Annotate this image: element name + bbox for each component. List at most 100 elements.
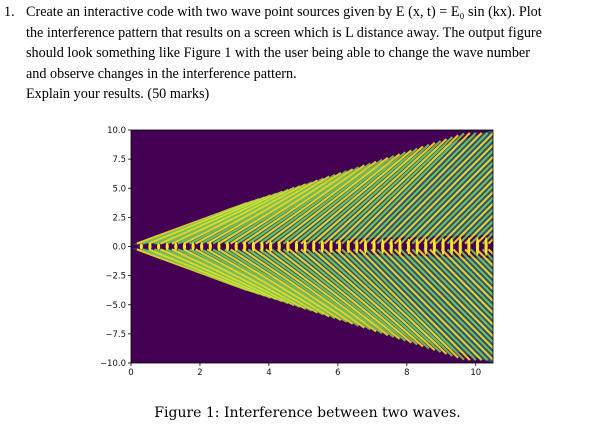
interference-chart: 0 2 4 6 8 10 10.0 7.5 5.0 2.5 0.0 −2.5 −5.0 −7.5 −10.0 (100, 126, 494, 378)
question-number: 1. (4, 4, 15, 20)
y-tick-label: −5.0 (105, 301, 126, 311)
fringe-stripe-31 (224, 173, 336, 245)
center-spot (329, 240, 333, 253)
fringe-stripe-25 (206, 179, 319, 245)
fringe-stripe-81 (370, 132, 483, 245)
fringe-stripe-55 (294, 151, 407, 245)
fringe-stripe-109 (452, 202, 493, 245)
center-spot (200, 242, 204, 251)
fringe-stripe-38 (241, 248, 354, 325)
fringe-stripe-74 (347, 248, 459, 359)
y-tick-label: −7.5 (105, 330, 126, 340)
fringe-stripe-67 (329, 140, 442, 245)
question-line-1: Create an interactive code with two wave… (26, 4, 542, 20)
fringe-stripe-14 (171, 248, 283, 303)
fringe-stripe-103 (435, 184, 493, 245)
fringe-stripe-53 (288, 153, 401, 245)
center-spot (372, 239, 376, 254)
fringe-stripe-95 (411, 161, 493, 245)
fringe-stripe-18 (183, 248, 295, 307)
fringe-stripe-92 (399, 248, 493, 344)
center-spot (320, 240, 324, 253)
fringe-stripe-50 (276, 248, 389, 337)
x-tick-label: 0 (128, 368, 133, 378)
fringe-stripe-58 (300, 248, 413, 344)
center-spot (139, 243, 143, 250)
fringe-stripe-104 (435, 248, 493, 309)
fringe-stripe-73 (347, 134, 459, 245)
center-spot (156, 243, 161, 250)
center-spot (303, 240, 307, 253)
fringe-stripe-48 (271, 248, 383, 335)
fringe-stripe-115 (470, 219, 493, 245)
fringe-stripe-100 (423, 248, 493, 321)
fringe-stripe-65 (323, 141, 436, 245)
fringe-stripe-90 (393, 248, 493, 350)
fringe-stripe-41 (253, 164, 366, 245)
y-tick-label: 10.0 (107, 126, 126, 136)
center-spot (381, 239, 385, 254)
question-explain: Explain your results. (50 marks) (26, 86, 210, 103)
center-spot (415, 238, 419, 255)
fringe-stripe-99 (423, 172, 493, 245)
center-spot (450, 237, 454, 256)
fringe-stripe-78 (358, 248, 471, 361)
fringe-stripe-39 (247, 166, 360, 245)
fringe-stripe-28 (212, 248, 324, 316)
axes: 0 2 4 6 8 10 10.0 7.5 5.0 2.5 0.0 −2.5 −5.0 −7.5 −10.0 (100, 126, 481, 378)
fringe-stripe-66 (323, 248, 436, 352)
fringe-stripe-47 (271, 158, 383, 245)
fringe-stripe-33 (230, 171, 342, 245)
center-spot (475, 237, 480, 256)
fringe-stripe-110 (452, 248, 493, 291)
fringe-stripe-80 (364, 248, 477, 361)
center-spot (225, 241, 230, 252)
center-spot (217, 242, 221, 251)
fringe-stripe-52 (282, 248, 395, 338)
fringe-stripe-32 (224, 248, 336, 320)
fringe-stripe-63 (317, 143, 430, 245)
center-spot (165, 242, 169, 251)
fringe-stripe-102 (429, 248, 493, 315)
fringe-stripe-69 (335, 138, 448, 245)
center-spot (234, 241, 238, 252)
fringe-stripe-45 (265, 160, 377, 245)
fringe-stripe-79 (364, 132, 477, 245)
x-tick-label: 8 (404, 368, 409, 378)
fringe-stripe-88 (388, 248, 493, 356)
fringe-stripe-111 (458, 208, 493, 245)
fringe-stripe-44 (259, 248, 371, 331)
fringe-stripe-11 (165, 192, 277, 245)
fringe-stripe-27 (212, 177, 324, 245)
fringe-stripe-113 (464, 214, 493, 245)
fringe-stripe-24 (200, 248, 313, 312)
center-spot (441, 238, 445, 255)
fringe-stripe-35 (235, 170, 348, 245)
fringe-stripe-86 (382, 248, 493, 361)
fringe-stripe-16 (177, 248, 289, 305)
center-spot (346, 239, 350, 254)
fringe-stripe-43 (259, 162, 371, 245)
center-spot (389, 239, 393, 254)
fringe-stripe-17 (183, 186, 295, 245)
fringe-stripe-21 (194, 183, 307, 245)
fringe-stripe-107 (446, 196, 493, 245)
center-spot (432, 238, 436, 255)
fringe-stripe-116 (470, 248, 493, 274)
fringe-stripe-60 (306, 248, 418, 346)
fringe-stripe-30 (218, 248, 330, 318)
center-spot (406, 238, 411, 255)
x-tick-label: 10 (470, 368, 481, 378)
fringe-stripe-62 (311, 248, 424, 348)
fringe-stripe-59 (306, 147, 418, 245)
center-spot (191, 242, 195, 251)
fringe-stripe-82 (370, 248, 483, 361)
figure-caption: Figure 1: Interference between two waves… (154, 405, 461, 421)
interference-plot: 0 2 4 6 8 10 10.0 7.5 5.0 2.5 0.0 −2.5 −5.0 −7.5 −10.0 (96, 120, 506, 390)
y-tick-label: 7.5 (112, 155, 126, 165)
fringe-stripe-56 (294, 248, 407, 342)
fringe-stripe-85 (382, 132, 493, 245)
fringe-stripe-51 (282, 155, 395, 245)
fringe-stripe-37 (241, 168, 354, 245)
center-spot (174, 242, 178, 251)
